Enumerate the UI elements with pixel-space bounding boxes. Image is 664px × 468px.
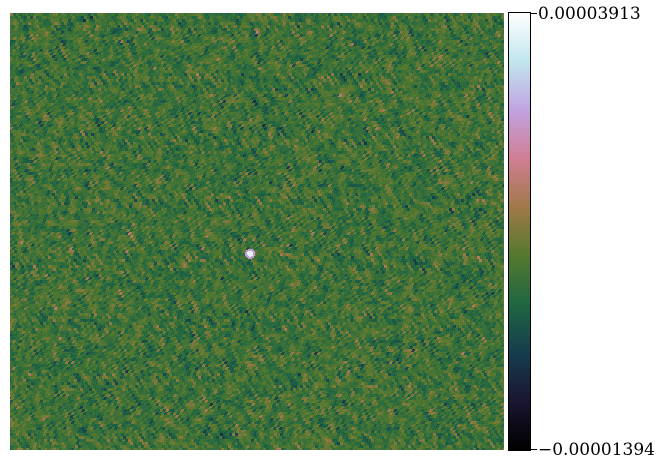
colorbar-min-label: −0.00001394 (538, 440, 655, 460)
heatmap-image (10, 13, 504, 450)
colorbar-min-tick (531, 449, 537, 450)
colorbar-max-tick (531, 13, 537, 14)
colorbar (508, 12, 531, 451)
colorbar-max-label: 0.00003913 (538, 4, 641, 24)
